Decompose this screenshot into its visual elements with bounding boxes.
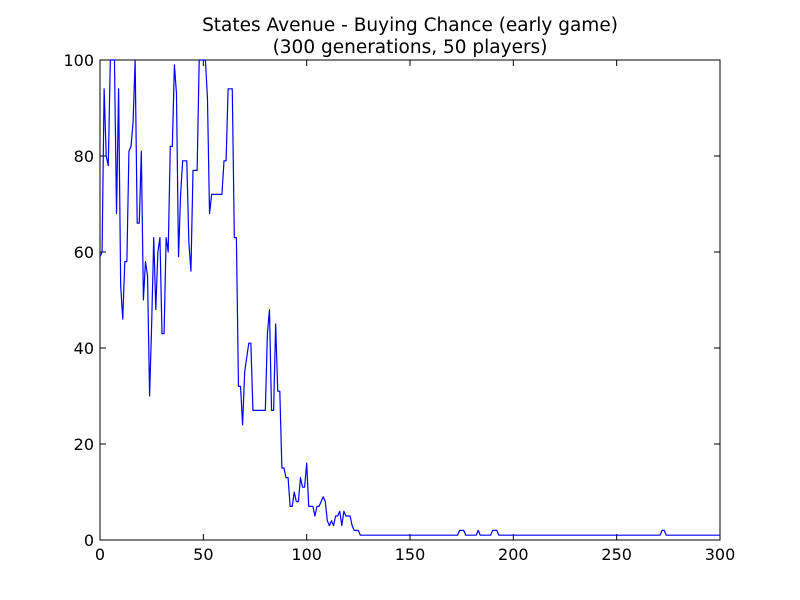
x-tick-label: 150	[395, 545, 426, 564]
series-layer	[99, 59, 720, 536]
series-line	[99, 59, 720, 536]
y-tick-label: 60	[74, 243, 94, 262]
y-tick-label: 80	[74, 147, 94, 166]
x-tick-label: 100	[291, 545, 322, 564]
chart-title: States Avenue - Buying Chance (early gam…	[202, 15, 618, 36]
y-tick-label: 0	[84, 531, 94, 550]
x-tick-label: 200	[498, 545, 529, 564]
y-tick-label: 100	[63, 51, 94, 70]
x-tick-label: 0	[95, 545, 105, 564]
plot-area	[99, 59, 721, 541]
y-tick-label: 20	[74, 435, 94, 454]
x-tick-label: 50	[193, 545, 213, 564]
x-tick-label: 300	[705, 545, 736, 564]
y-tick-label: 40	[74, 339, 94, 358]
chart-subtitle: (300 generations, 50 players)	[273, 37, 548, 58]
x-tick-label: 250	[601, 545, 632, 564]
axis-ticks: 0 50 100 150 200 250 300 0 20 40 60 80 100	[63, 51, 735, 564]
